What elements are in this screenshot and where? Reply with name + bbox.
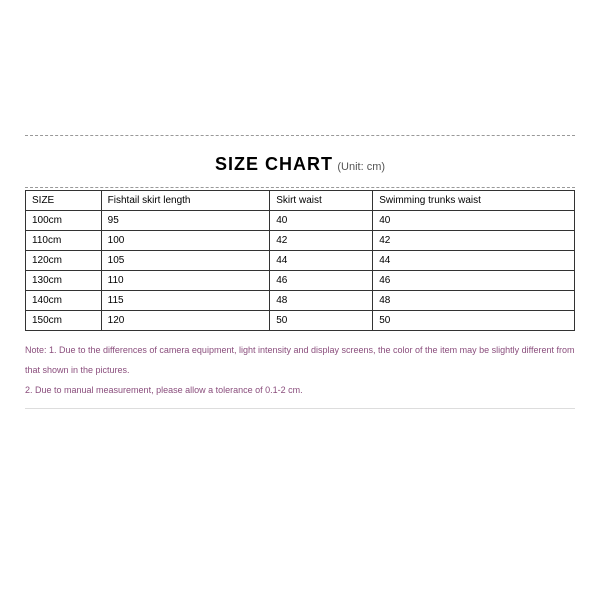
col-size: SIZE <box>26 191 102 211</box>
cell: 115 <box>101 291 270 311</box>
cell: 40 <box>270 211 373 231</box>
cell: 50 <box>270 311 373 331</box>
cell: 105 <box>101 251 270 271</box>
size-table: SIZE Fishtail skirt length Skirt waist S… <box>25 190 575 331</box>
table-row: 120cm 105 44 44 <box>26 251 575 271</box>
cell: 150cm <box>26 311 102 331</box>
cell: 100cm <box>26 211 102 231</box>
notes-block: Note: 1. Due to the differences of camer… <box>25 341 575 400</box>
cell: 50 <box>373 311 575 331</box>
table-row: 150cm 120 50 50 <box>26 311 575 331</box>
note-line-1: Note: 1. Due to the differences of camer… <box>25 341 575 381</box>
cell: 140cm <box>26 291 102 311</box>
table-row: 110cm 100 42 42 <box>26 231 575 251</box>
cell: 120cm <box>26 251 102 271</box>
table-row: 140cm 115 48 48 <box>26 291 575 311</box>
table-row: 130cm 110 46 46 <box>26 271 575 291</box>
col-fishtail: Fishtail skirt length <box>101 191 270 211</box>
top-dashed-rule <box>25 135 575 136</box>
cell: 48 <box>270 291 373 311</box>
col-skirt-waist: Skirt waist <box>270 191 373 211</box>
table-body: 100cm 95 40 40 110cm 100 42 42 120cm 105… <box>26 211 575 331</box>
cell: 46 <box>373 271 575 291</box>
col-trunks-waist: Swimming trunks waist <box>373 191 575 211</box>
cell: 110cm <box>26 231 102 251</box>
cell: 120 <box>101 311 270 331</box>
cell: 42 <box>373 231 575 251</box>
cell: 95 <box>101 211 270 231</box>
title-row: SIZE CHART (Unit: cm) <box>25 154 575 175</box>
chart-title: SIZE CHART <box>215 154 333 174</box>
cell: 44 <box>373 251 575 271</box>
cell: 46 <box>270 271 373 291</box>
cell: 110 <box>101 271 270 291</box>
cell: 40 <box>373 211 575 231</box>
table-header-row: SIZE Fishtail skirt length Skirt waist S… <box>26 191 575 211</box>
cell: 44 <box>270 251 373 271</box>
cell: 100 <box>101 231 270 251</box>
bottom-dashed-rule <box>25 187 575 188</box>
content-wrapper: SIZE CHART (Unit: cm) SIZE Fishtail skir… <box>0 0 600 409</box>
bottom-rule <box>25 408 575 409</box>
chart-unit: (Unit: cm) <box>337 161 385 173</box>
cell: 42 <box>270 231 373 251</box>
cell: 130cm <box>26 271 102 291</box>
note-line-2: 2. Due to manual measurement, please all… <box>25 381 575 401</box>
table-row: 100cm 95 40 40 <box>26 211 575 231</box>
cell: 48 <box>373 291 575 311</box>
